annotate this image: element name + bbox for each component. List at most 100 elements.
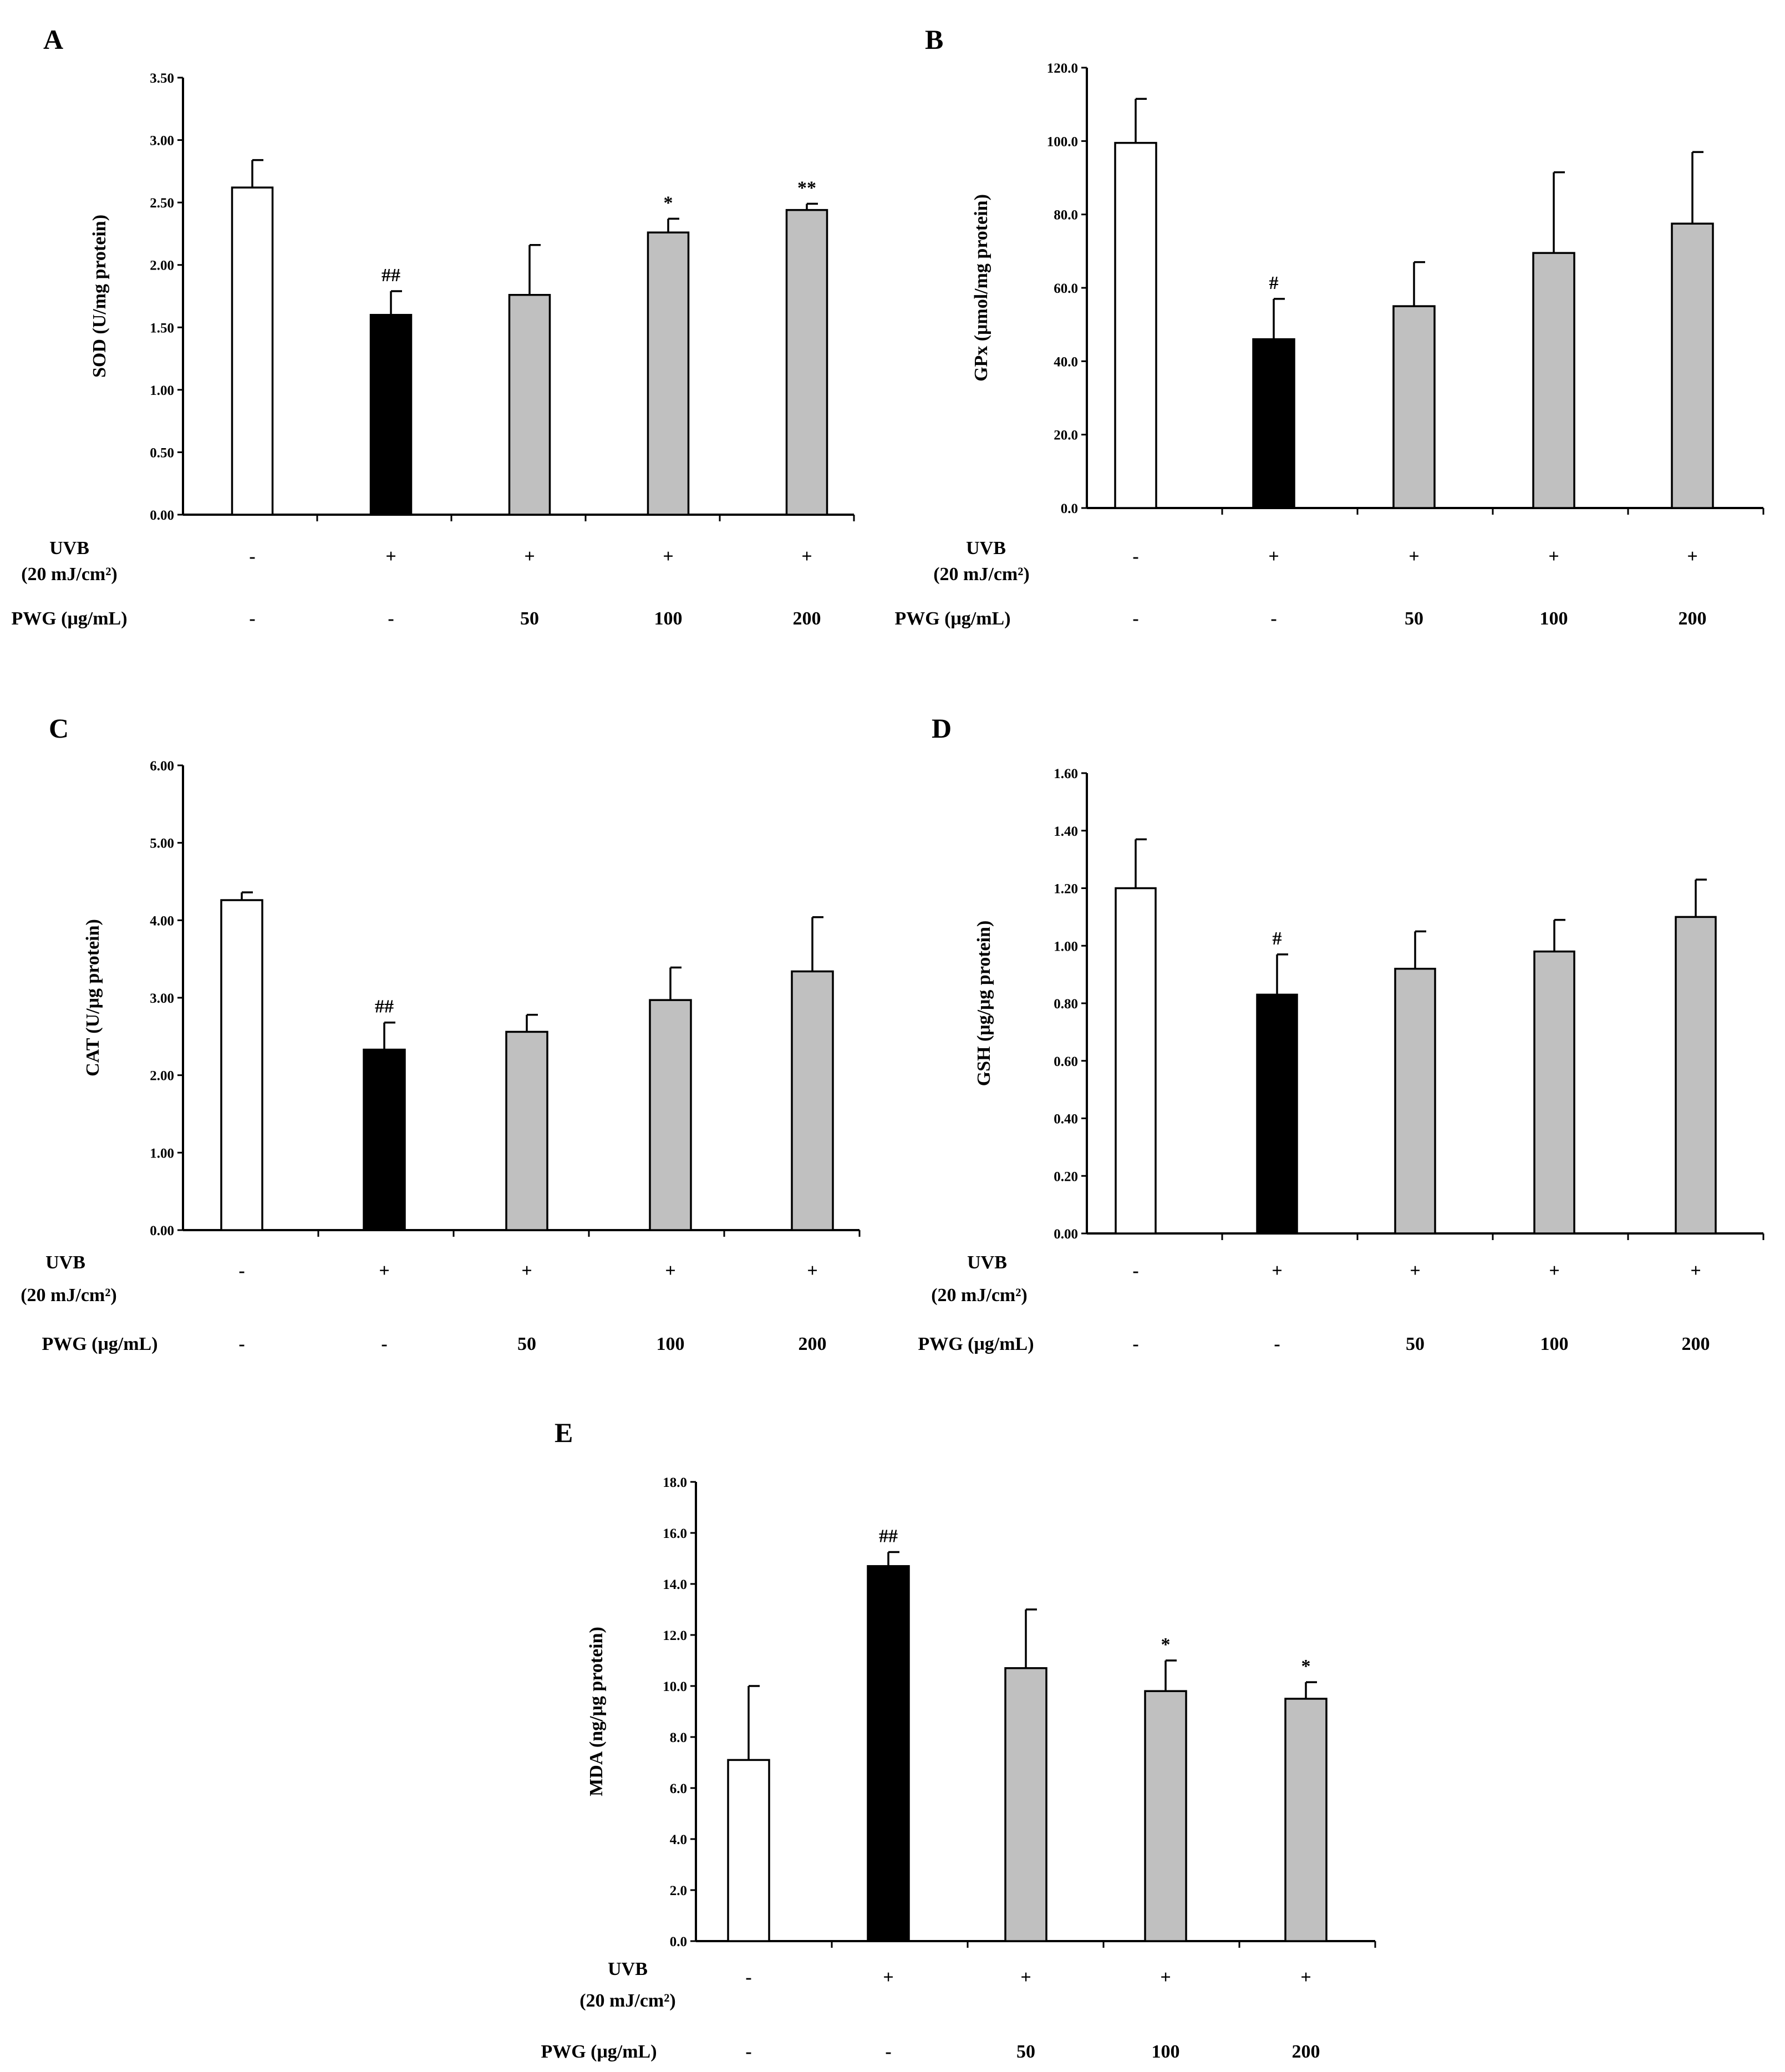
y-tick-label: 0.50 xyxy=(150,445,174,460)
y-tick-label: 3.50 xyxy=(150,71,174,86)
y-tick-label: 60.0 xyxy=(1054,281,1078,296)
pwg-value: - xyxy=(249,608,255,629)
pwg-value: - xyxy=(1132,1334,1138,1354)
bar xyxy=(785,209,828,516)
pwg-value: 200 xyxy=(793,608,821,629)
y-tick-label: 0.20 xyxy=(1054,1169,1078,1184)
uvb-value: + xyxy=(1268,546,1279,567)
uvb-value: + xyxy=(379,1261,389,1281)
uvb-value: + xyxy=(521,1261,532,1281)
pwg-value: 50 xyxy=(1406,1334,1425,1354)
pwg-value: - xyxy=(745,2041,751,2062)
pwg-value: - xyxy=(238,1334,245,1354)
y-tick-label: 1.00 xyxy=(150,1146,174,1161)
y-tick-label: 1.20 xyxy=(1054,882,1078,897)
pwg-value: 200 xyxy=(1679,608,1707,629)
y-tick-label: 10.0 xyxy=(663,1679,687,1694)
y-tick-label: 1.00 xyxy=(1054,939,1078,954)
significance-marker: ** xyxy=(797,177,816,198)
uvb-value: + xyxy=(665,1261,675,1281)
y-tick-label: 3.00 xyxy=(150,991,174,1006)
panel-label: D xyxy=(932,713,952,744)
bar xyxy=(369,314,413,516)
panel-label: C xyxy=(49,713,69,744)
y-tick-label: 14.0 xyxy=(663,1577,687,1592)
bar xyxy=(1144,1690,1187,1942)
y-tick-label: 100.0 xyxy=(1047,134,1078,149)
panel-b: B 0.0 20.0 40.0 60.0 80.0 100.0 120.0 GPx (μmol/… xyxy=(894,24,1764,629)
uvb-value: + xyxy=(1690,1261,1701,1281)
bar xyxy=(1392,305,1436,509)
panel-c: C 0.00 1.00 2.00 3.00 4.00 5.00 6.00 CAT (U/μg p… xyxy=(21,713,861,1354)
significance-marker: ## xyxy=(375,997,394,1017)
y-tick-label: 6.0 xyxy=(670,1781,687,1796)
y-tick-label: 0.60 xyxy=(1054,1054,1078,1069)
pwg-value: - xyxy=(885,2041,891,2062)
bar xyxy=(867,1565,910,1942)
uvb-value: + xyxy=(801,546,812,567)
significance-marker: * xyxy=(1301,1656,1311,1677)
uvb-label: UVB xyxy=(608,1959,648,1979)
uvb-dose-label: (20 mJ/cm²) xyxy=(933,564,1030,585)
pwg-value: 50 xyxy=(520,608,539,629)
pwg-value: 100 xyxy=(1540,608,1568,629)
pwg-value: - xyxy=(388,608,394,629)
uvb-value: - xyxy=(238,1261,245,1281)
pwg-value: 50 xyxy=(1405,608,1423,629)
uvb-label: UVB xyxy=(49,538,89,558)
uvb-value: + xyxy=(1020,1967,1031,1988)
pwg-value: - xyxy=(1274,1334,1280,1354)
y-tick-label: 18.0 xyxy=(663,1475,687,1490)
pwg-value: - xyxy=(381,1334,387,1354)
y-tick-label: 12.0 xyxy=(663,1628,687,1643)
uvb-value: + xyxy=(1548,546,1559,567)
uvb-label: UVB xyxy=(45,1252,85,1273)
bar xyxy=(1256,993,1298,1235)
y-tick-label: 0.40 xyxy=(1054,1112,1078,1127)
bar xyxy=(1252,338,1295,509)
panel-a: A 0.00 0.50 1.00 1.50 2.00 2.50 3.00 3.50 SOD (U/… xyxy=(11,24,855,629)
uvb-dose-label: (20 mJ/cm²) xyxy=(21,1285,117,1306)
bar xyxy=(363,1048,406,1231)
y-tick-label: 0.00 xyxy=(1054,1227,1078,1242)
y-axis-label: SOD (U/mg protein) xyxy=(89,215,110,378)
bar xyxy=(1004,1667,1047,1942)
pwg-value: 100 xyxy=(657,1334,685,1354)
significance-marker: * xyxy=(664,192,673,213)
panel-label: A xyxy=(43,24,63,55)
pwg-label: PWG (μg/mL) xyxy=(918,1334,1034,1354)
bar xyxy=(505,1030,548,1231)
uvb-value: + xyxy=(1549,1261,1559,1281)
bar xyxy=(1284,1698,1328,1942)
y-axis-label: CAT (U/μg protein) xyxy=(83,919,103,1076)
y-tick-label: 80.0 xyxy=(1054,208,1078,223)
uvb-value: + xyxy=(385,546,396,567)
pwg-value: 200 xyxy=(1682,1334,1710,1354)
uvb-value: + xyxy=(1300,1967,1311,1988)
bar xyxy=(1115,887,1157,1235)
y-tick-label: 3.00 xyxy=(150,134,174,149)
y-tick-label: 0.00 xyxy=(150,1223,174,1238)
y-tick-label: 1.00 xyxy=(150,383,174,398)
pwg-value: 100 xyxy=(1152,2041,1180,2062)
bar xyxy=(649,999,692,1231)
pwg-value: 50 xyxy=(517,1334,536,1354)
uvb-value: + xyxy=(1408,546,1419,567)
bar xyxy=(1114,141,1157,509)
y-tick-label: 2.0 xyxy=(670,1883,687,1898)
bar xyxy=(1671,222,1714,509)
y-tick-label: 1.50 xyxy=(150,321,174,336)
y-tick-label: 4.0 xyxy=(670,1832,687,1847)
y-tick-label: 20.0 xyxy=(1054,428,1078,443)
significance-marker: # xyxy=(1273,928,1282,949)
bar xyxy=(508,293,551,516)
uvb-dose-label: (20 mJ/cm²) xyxy=(579,1990,676,2011)
y-axis-label: MDA (ng/μg protein) xyxy=(586,1627,607,1796)
significance-marker: ## xyxy=(879,1526,898,1547)
y-tick-label: 2.00 xyxy=(150,258,174,273)
bar xyxy=(791,970,834,1231)
y-axis-label: GSH (μg/μg protein) xyxy=(974,921,994,1086)
panel-label: E xyxy=(555,1417,573,1448)
bar xyxy=(647,231,690,516)
y-tick-label: 1.40 xyxy=(1054,824,1078,839)
